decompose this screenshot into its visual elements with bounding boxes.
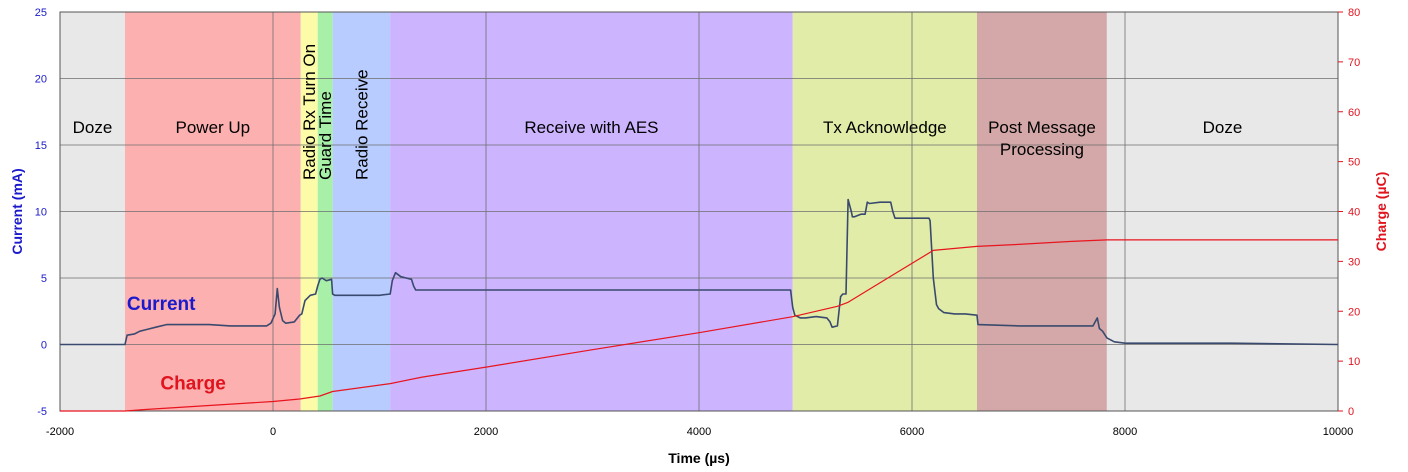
series-annotations: Current Charge: [127, 294, 226, 395]
region-label: Radio Receive: [352, 69, 371, 180]
right-tick-label: 80: [1348, 7, 1360, 19]
left-tick-label: 20: [35, 74, 47, 86]
x-tick-label: 0: [270, 426, 276, 438]
region-label: Doze: [73, 118, 113, 137]
right-tick-label: 50: [1348, 157, 1360, 169]
region-label: Receive with AES: [524, 118, 658, 137]
region-label-line: Post Message: [988, 118, 1096, 137]
region-label-line: Processing: [1000, 140, 1084, 159]
left-tick-label: -5: [37, 406, 47, 418]
left-tick-label: 10: [35, 207, 47, 219]
series-annotation: Current: [127, 294, 196, 315]
right-tick-label: 30: [1348, 256, 1360, 268]
right-tick-label: 60: [1348, 107, 1360, 119]
right-axis-ticks: 0 10 20 30 40 50 60 70 80: [1338, 7, 1360, 418]
x-tick-label: 4000: [687, 426, 711, 438]
region-label: Guard Time: [316, 91, 335, 180]
series-line-charge: [60, 239, 1338, 412]
left-tick-label: 15: [35, 140, 47, 152]
region-label: Post Message Processing: [988, 118, 1096, 159]
grid: [60, 12, 1338, 411]
right-tick-label: 0: [1348, 406, 1354, 418]
series-annotation: Charge: [160, 374, 225, 395]
x-tick-label: 6000: [900, 426, 924, 438]
x-axis-ticks: -2000 0 2000 4000 6000 8000 10000: [46, 426, 1353, 438]
x-tick-label: 2000: [474, 426, 498, 438]
region-label: Radio Rx Turn On: [300, 44, 319, 180]
region-label: Tx Acknowledge: [823, 118, 947, 137]
left-axis-title: Current (mA): [9, 168, 25, 254]
region-label: Power Up: [176, 118, 251, 137]
x-tick-label: 8000: [1113, 426, 1137, 438]
x-axis-title: Time (µs): [668, 450, 730, 466]
series-line-current: [60, 198, 1339, 346]
x-tick-label: -2000: [46, 426, 74, 438]
left-tick-label: 25: [35, 7, 47, 19]
right-tick-label: 70: [1348, 57, 1360, 69]
region-label: Doze: [1203, 118, 1243, 137]
right-tick-label: 40: [1348, 207, 1360, 219]
right-tick-label: 20: [1348, 306, 1360, 318]
left-tick-label: 5: [41, 273, 47, 285]
left-axis-ticks: -5 0 5 10 15 20 25: [35, 7, 47, 418]
right-tick-label: 10: [1348, 356, 1360, 368]
left-tick-label: 0: [41, 340, 47, 352]
right-axis-title: Charge (µC): [1373, 172, 1389, 252]
x-tick-label: 10000: [1323, 426, 1354, 438]
series-lines: [60, 198, 1339, 412]
